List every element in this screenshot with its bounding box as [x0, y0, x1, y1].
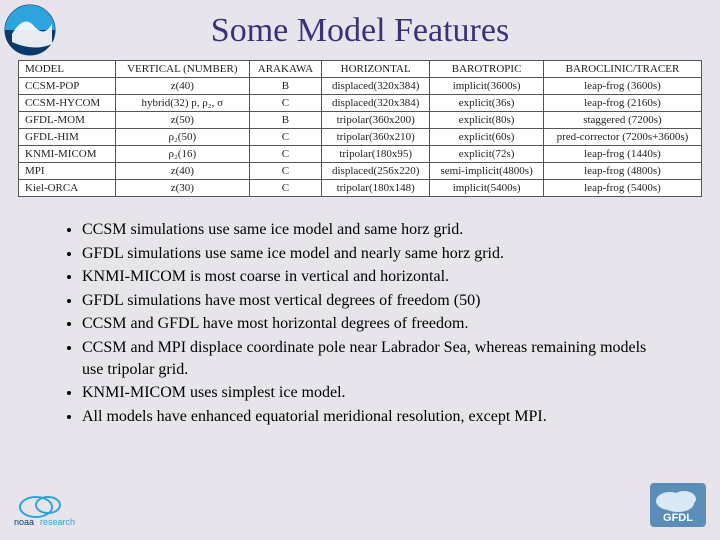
table-cell: MPI [19, 163, 116, 180]
table-cell: displaced(320x384) [322, 95, 430, 112]
table-cell: implicit(5400s) [430, 180, 544, 197]
svg-text:GFDL: GFDL [663, 512, 693, 524]
table-cell: ρ₂(50) [115, 129, 249, 146]
table-cell: C [249, 163, 321, 180]
table-cell: tripolar(180x95) [322, 146, 430, 163]
table-cell: leap-frog (4800s) [543, 163, 701, 180]
table-row: Kiel-ORCAz(30)Ctripolar(180x148)implicit… [19, 180, 702, 197]
table-cell: ρ₂(16) [115, 146, 249, 163]
table-cell: hybrid(32) p, ρ₂, σ [115, 95, 249, 112]
bullet-item: GFDL simulations use same ice model and … [82, 243, 656, 265]
table-cell: tripolar(360x210) [322, 129, 430, 146]
table-row: GFDL-MOMz(50)Btripolar(360x200)explicit(… [19, 112, 702, 129]
table-cell: z(40) [115, 78, 249, 95]
features-table-wrap: MODELVERTICAL (NUMBER)ARAKAWAHORIZONTALB… [0, 60, 720, 197]
table-cell: explicit(60s) [430, 129, 544, 146]
table-cell: explicit(36s) [430, 95, 544, 112]
table-cell: C [249, 180, 321, 197]
table-cell: CCSM-POP [19, 78, 116, 95]
table-cell: semi-implicit(4800s) [430, 163, 544, 180]
table-cell: z(50) [115, 112, 249, 129]
table-cell: GFDL-HIM [19, 129, 116, 146]
table-cell: C [249, 129, 321, 146]
table-cell: KNMI-MICOM [19, 146, 116, 163]
table-cell: leap-frog (1440s) [543, 146, 701, 163]
bullet-item: CCSM and GFDL have most horizontal degre… [82, 313, 656, 335]
bullet-item: CCSM and MPI displace coordinate pole ne… [82, 337, 656, 380]
noaa-logo-icon [4, 4, 56, 56]
table-cell: Kiel-ORCA [19, 180, 116, 197]
feature-bullets: CCSM simulations use same ice model and … [0, 197, 720, 427]
table-cell: leap-frog (2160s) [543, 95, 701, 112]
svg-text:noaa: noaa [14, 517, 34, 527]
bullet-item: KNMI-MICOM is most coarse in vertical an… [82, 266, 656, 288]
table-row: GFDL-HIMρ₂(50)Ctripolar(360x210)explicit… [19, 129, 702, 146]
table-row: CCSM-HYCOMhybrid(32) p, ρ₂, σCdisplaced(… [19, 95, 702, 112]
page-title: Some Model Features [0, 0, 720, 60]
table-cell: C [249, 95, 321, 112]
table-header-cell: ARAKAWA [249, 61, 321, 78]
table-cell: CCSM-HYCOM [19, 95, 116, 112]
table-cell: z(30) [115, 180, 249, 197]
bullet-item: KNMI-MICOM uses simplest ice model. [82, 382, 656, 404]
table-header-cell: VERTICAL (NUMBER) [115, 61, 249, 78]
table-cell: displaced(320x384) [322, 78, 430, 95]
features-table: MODELVERTICAL (NUMBER)ARAKAWAHORIZONTALB… [18, 60, 702, 197]
table-row: CCSM-POPz(40)Bdisplaced(320x384)implicit… [19, 78, 702, 95]
table-cell: explicit(72s) [430, 146, 544, 163]
table-cell: implicit(3600s) [430, 78, 544, 95]
table-header-cell: MODEL [19, 61, 116, 78]
bullet-item: CCSM simulations use same ice model and … [82, 219, 656, 241]
bullet-item: GFDL simulations have most vertical degr… [82, 290, 656, 312]
table-cell: B [249, 78, 321, 95]
noaa-research-logo-icon: noaa research [14, 487, 94, 532]
table-cell: z(40) [115, 163, 249, 180]
table-row: MPIz(40)Cdisplaced(256x220)semi-implicit… [19, 163, 702, 180]
table-cell: pred-corrector (7200s+3600s) [543, 129, 701, 146]
table-cell: explicit(80s) [430, 112, 544, 129]
table-cell: displaced(256x220) [322, 163, 430, 180]
table-cell: staggered (7200s) [543, 112, 701, 129]
table-cell: C [249, 146, 321, 163]
table-cell: leap-frog (3600s) [543, 78, 701, 95]
table-cell: leap-frog (5400s) [543, 180, 701, 197]
table-cell: tripolar(360x200) [322, 112, 430, 129]
bullet-item: All models have enhanced equatorial meri… [82, 406, 656, 428]
table-cell: B [249, 112, 321, 129]
table-row: KNMI-MICOMρ₂(16)Ctripolar(180x95)explici… [19, 146, 702, 163]
gfdl-logo-icon: GFDL [650, 483, 706, 532]
table-cell: tripolar(180x148) [322, 180, 430, 197]
svg-text:research: research [40, 517, 75, 527]
table-header-cell: BAROCLINIC/TRACER [543, 61, 701, 78]
table-cell: GFDL-MOM [19, 112, 116, 129]
table-header-cell: BAROTROPIC [430, 61, 544, 78]
table-header-cell: HORIZONTAL [322, 61, 430, 78]
